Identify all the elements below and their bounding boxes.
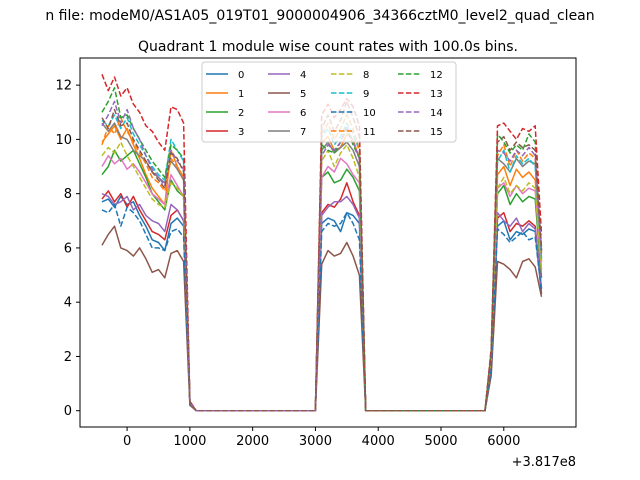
legend-label-3: 3 xyxy=(238,127,244,138)
legend-label-9: 9 xyxy=(363,89,369,100)
legend-label-0: 0 xyxy=(238,70,244,81)
legend-label-4: 4 xyxy=(300,70,306,81)
y-tick-label: 2 xyxy=(64,350,72,365)
y-tick-label: 0 xyxy=(64,404,72,419)
chart-title: Quadrant 1 module wise count rates with … xyxy=(138,39,518,55)
legend-label-5: 5 xyxy=(300,89,306,100)
figure-suptitle: n file: modeM0/AS1A05_019T01_9000004906_… xyxy=(45,8,594,24)
legend-label-6: 6 xyxy=(300,108,306,119)
plot-frame xyxy=(79,57,577,428)
legend-label-13: 13 xyxy=(430,89,443,100)
x-tick-label: 4000 xyxy=(362,434,395,449)
y-tick-label: 12 xyxy=(55,79,72,94)
legend-box xyxy=(201,61,457,143)
legend-label-14: 14 xyxy=(430,108,443,119)
legend-label-8: 8 xyxy=(363,70,369,81)
legend-label-12: 12 xyxy=(430,70,443,81)
x-tick-label: 3000 xyxy=(299,434,332,449)
legend-label-1: 1 xyxy=(238,89,244,100)
x-offset-label: +3.817e8 xyxy=(512,455,576,470)
x-tick-label: 0 xyxy=(123,434,131,449)
legend-label-10: 10 xyxy=(363,108,376,119)
x-tick-label: 2000 xyxy=(236,434,269,449)
x-tick-label: 6000 xyxy=(487,434,520,449)
legend-label-11: 11 xyxy=(363,127,376,138)
x-tick-label: 5000 xyxy=(424,434,457,449)
legend-label-7: 7 xyxy=(300,127,306,138)
series-layer xyxy=(101,74,543,412)
legend-label-15: 15 xyxy=(430,127,443,138)
legend-label-2: 2 xyxy=(238,108,244,119)
x-axis: 0 1000 2000 3000 4000 5000 6000 xyxy=(123,427,520,449)
y-tick-label: 6 xyxy=(64,241,72,256)
y-tick-label: 8 xyxy=(64,187,72,202)
y-axis: 0 2 4 6 8 10 12 xyxy=(55,79,80,419)
x-tick-label: 1000 xyxy=(173,434,206,449)
y-tick-label: 4 xyxy=(64,296,72,311)
y-tick-label: 10 xyxy=(55,133,72,148)
